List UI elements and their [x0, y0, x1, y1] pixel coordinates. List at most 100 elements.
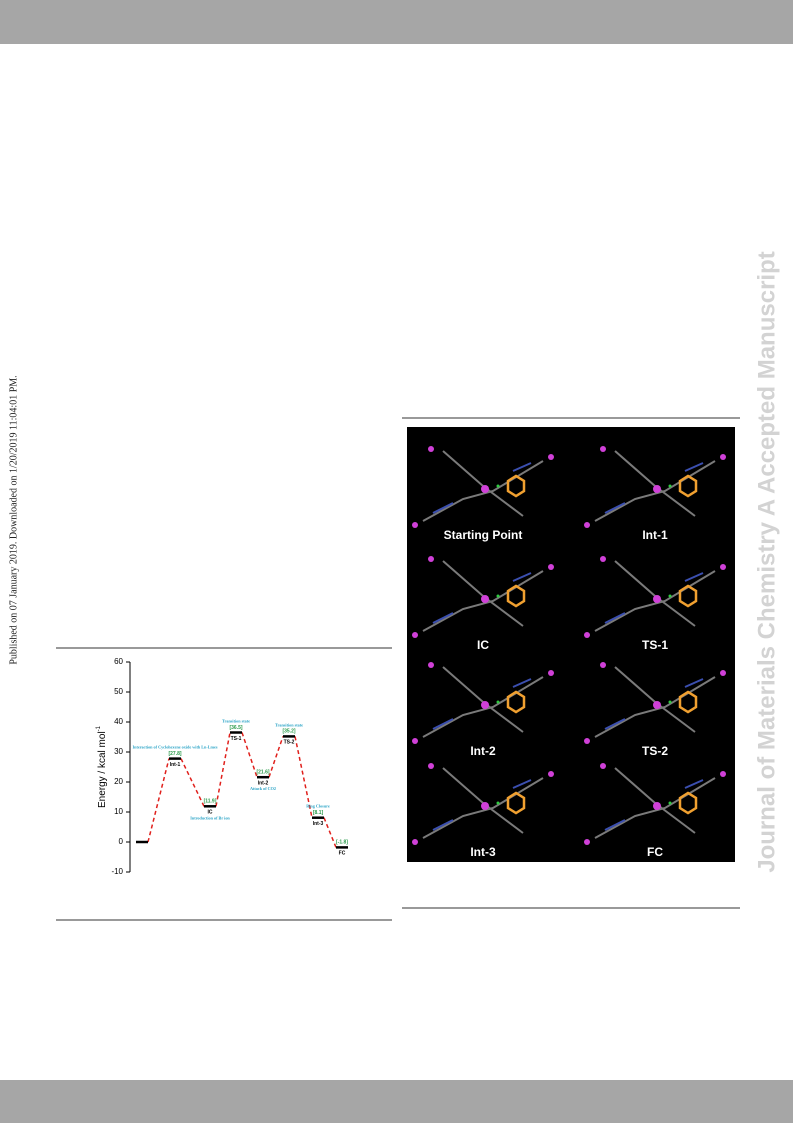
molecule	[412, 662, 554, 744]
atom	[412, 522, 418, 528]
atom	[653, 802, 661, 810]
molecule	[584, 446, 726, 528]
bond-blue	[604, 462, 704, 514]
figure: Starting Point Int-1 IC TS-1 Int-2 TS-2 Int-3 F…	[407, 427, 735, 862]
figure-caption: Int-2	[470, 744, 496, 758]
figure-panel	[407, 427, 735, 862]
value-label: [8.1]	[313, 810, 324, 816]
ring	[678, 474, 698, 498]
molecule	[584, 763, 726, 845]
atom	[412, 839, 418, 845]
molecule	[584, 662, 726, 744]
atom	[428, 662, 434, 668]
ring	[678, 791, 698, 815]
connector	[323, 817, 337, 848]
atom	[428, 556, 434, 562]
atom	[548, 670, 554, 676]
figure-caption: Int-3	[470, 845, 496, 859]
atom	[481, 701, 489, 709]
atom	[720, 454, 726, 460]
header-bar	[0, 0, 793, 44]
value-label: [-1.8]	[336, 840, 348, 846]
annotation: Ring Closure	[306, 804, 330, 809]
atom	[548, 454, 554, 460]
atom	[584, 632, 590, 638]
bond-blue	[604, 572, 704, 624]
level-label: Int-1	[170, 762, 181, 768]
ring	[678, 584, 698, 608]
bond-blue	[432, 678, 532, 730]
y-tick-label: -10	[111, 867, 123, 876]
figure-caption: FC	[647, 845, 663, 859]
ring	[506, 474, 526, 498]
atom	[584, 738, 590, 744]
atom	[668, 594, 672, 598]
value-label: [36.5]	[229, 725, 242, 731]
level-label: IC	[208, 810, 213, 816]
atom	[584, 839, 590, 845]
y-tick-label: 30	[114, 747, 123, 756]
annotation: Transition state	[222, 718, 250, 723]
footer-bar	[0, 1080, 793, 1123]
y-tick-label: 50	[114, 687, 123, 696]
side-note: Published on 07 January 2019. Downloaded…	[8, 375, 19, 664]
atom	[600, 763, 606, 769]
atom	[668, 484, 672, 488]
bond-blue	[604, 779, 704, 831]
y-tick-label: 20	[114, 777, 123, 786]
atom	[668, 700, 672, 704]
atom	[428, 446, 434, 452]
connector	[268, 736, 284, 778]
annotation: Transition state	[275, 722, 303, 727]
atom	[428, 763, 434, 769]
atom	[653, 701, 661, 709]
value-label: [27.8]	[168, 751, 181, 757]
bond-blue	[432, 462, 532, 514]
bond-blue	[432, 779, 532, 831]
figure-caption: TS-1	[642, 638, 668, 652]
bond-blue	[604, 678, 704, 730]
level-label: TS-2	[284, 740, 295, 746]
connector	[241, 732, 258, 778]
atom	[496, 594, 500, 598]
figure-caption: Starting Point	[444, 528, 523, 542]
y-tick-label: 10	[114, 807, 123, 816]
level-label: FC	[339, 851, 346, 857]
atom	[481, 595, 489, 603]
molecule	[412, 763, 554, 845]
value-label: [21.6]	[256, 770, 269, 776]
watermark: Journal of Materials Chemistry A Accepte…	[753, 251, 780, 872]
atom	[412, 632, 418, 638]
connector	[147, 758, 170, 843]
y-tick-label: 60	[114, 657, 123, 666]
atom	[412, 738, 418, 744]
atom	[720, 771, 726, 777]
molecule	[412, 446, 554, 528]
connector	[215, 732, 231, 807]
atom	[653, 595, 661, 603]
ring	[506, 584, 526, 608]
energy-chart: Energy / kcal mol-1 -10 0 10 20 30 40 50 60 Int-…	[96, 657, 349, 876]
atom	[481, 802, 489, 810]
atom	[548, 564, 554, 570]
atom	[481, 485, 489, 493]
annotation: Introduction of Br ion	[190, 815, 230, 820]
atom	[496, 801, 500, 805]
level-label: Int-3	[313, 821, 324, 827]
figure-caption: IC	[477, 638, 489, 652]
value-label: [11.9]	[204, 799, 217, 805]
y-tick-label: 40	[114, 717, 123, 726]
atom	[496, 700, 500, 704]
level-label: Int-2	[258, 781, 269, 787]
y-axis-label-sup: -1	[96, 725, 102, 731]
atom	[496, 484, 500, 488]
figure-caption: TS-2	[642, 744, 668, 758]
ring	[506, 791, 526, 815]
atom	[653, 485, 661, 493]
annotation: Attack of CO2	[250, 786, 276, 791]
atom	[600, 556, 606, 562]
y-axis-label-text: Energy / kcal mol	[97, 731, 108, 808]
figure-caption: Int-1	[642, 528, 668, 542]
atom	[584, 522, 590, 528]
